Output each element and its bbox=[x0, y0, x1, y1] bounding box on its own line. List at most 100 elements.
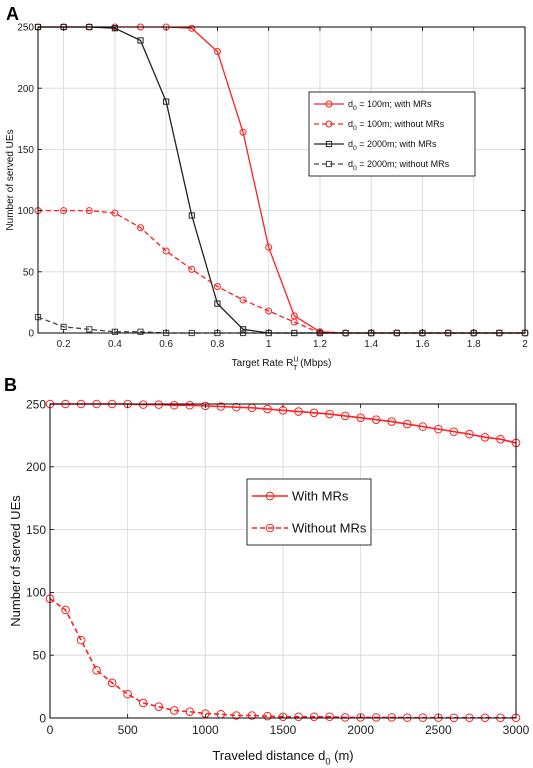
data-point-0 bbox=[371, 415, 381, 425]
y-tick-label: 0 bbox=[39, 711, 46, 725]
x-axis-label-main: Target Rate R bbox=[232, 358, 294, 369]
legend-label-name: Without MRs bbox=[292, 521, 367, 536]
data-point-1 bbox=[265, 307, 273, 315]
data-point-0 bbox=[201, 401, 210, 411]
x-tick-label: 2000 bbox=[347, 723, 374, 737]
y-tick-label: 100 bbox=[17, 206, 34, 217]
plot-area bbox=[38, 27, 525, 333]
x-axis-label-sub: 0 bbox=[325, 757, 330, 767]
x-tick-label: 1.2 bbox=[313, 339, 327, 350]
legend-label-rest: = 2000m; without MRs bbox=[357, 159, 450, 169]
data-point-1 bbox=[290, 318, 298, 326]
x-axis-label: Traveled distance d0 (m) bbox=[212, 748, 353, 767]
data-point-1 bbox=[111, 209, 119, 217]
legend: With MRs Without MRs bbox=[246, 478, 372, 546]
data-point-1 bbox=[162, 247, 170, 255]
legend-label-sub: 0 bbox=[353, 125, 357, 132]
data-point-0 bbox=[309, 408, 319, 418]
chart-panel-b: B0 500 1000 1500 2000 2500 3000050100150200250… bbox=[4, 375, 530, 767]
legend-label-rest: = 2000m; with MRs bbox=[357, 139, 437, 149]
x-tick-label: 1000 bbox=[192, 723, 219, 737]
data-point-1 bbox=[309, 712, 319, 722]
legend-marker-1 bbox=[265, 523, 275, 533]
x-tick-label: 1.6 bbox=[416, 339, 430, 350]
data-point-1 bbox=[239, 296, 247, 304]
legend-label-rest: = 100m; with MRs bbox=[357, 99, 432, 109]
y-tick-label: 250 bbox=[26, 397, 46, 411]
data-point-1 bbox=[85, 207, 93, 215]
x-tick-label: 2500 bbox=[425, 723, 452, 737]
legend-label-0: With MRs bbox=[292, 489, 349, 504]
data-point-0 bbox=[138, 400, 148, 409]
data-point-0 bbox=[340, 411, 350, 421]
data-point-0 bbox=[418, 422, 428, 431]
legend-label-name: d bbox=[348, 99, 353, 109]
axes-box bbox=[37, 26, 526, 334]
x-tick-label: 0 bbox=[47, 723, 54, 737]
data-point-1 bbox=[137, 224, 145, 232]
data-point-0 bbox=[154, 400, 164, 409]
panel-label: A bbox=[6, 4, 19, 24]
y-tick-label: 200 bbox=[26, 460, 46, 474]
data-point-2 bbox=[163, 98, 170, 105]
data-point-0 bbox=[294, 407, 303, 416]
x-tick-label: 1.8 bbox=[467, 339, 481, 350]
x-tick-label: 500 bbox=[118, 723, 138, 737]
legend-label-name: d bbox=[348, 159, 353, 169]
x-tick-label: 3000 bbox=[503, 723, 530, 737]
data-point-1 bbox=[325, 712, 334, 722]
data-point-0 bbox=[356, 413, 365, 423]
data-point-1 bbox=[61, 605, 70, 615]
data-point-1 bbox=[294, 712, 303, 722]
legend-label-name: With MRs bbox=[292, 489, 349, 504]
data-point-1 bbox=[169, 706, 179, 715]
data-point-0 bbox=[169, 400, 179, 410]
series-line-3 bbox=[37, 316, 525, 334]
ticks: 0 500 1000 1500 2000 2500 3000 0 50 100 150 200 250 bbox=[26, 397, 530, 737]
x-tick-label: 0.4 bbox=[108, 339, 122, 350]
x-axis-label: Target Rate RU T (Mbps) bbox=[232, 355, 332, 373]
data-point-0 bbox=[387, 417, 397, 426]
data-point-1 bbox=[371, 713, 381, 722]
data-point-1 bbox=[247, 711, 257, 720]
data-point-1 bbox=[278, 712, 288, 722]
data-point-0 bbox=[434, 424, 443, 434]
x-tick-label: 0.8 bbox=[210, 339, 224, 350]
data-point-0 bbox=[216, 402, 226, 411]
y-tick-label: 150 bbox=[17, 145, 34, 156]
legend-label-sub: 0 bbox=[353, 105, 357, 112]
data-point-0 bbox=[185, 400, 195, 410]
legend-label-3: d0 = 2000m; without MRs bbox=[348, 159, 450, 172]
data-point-1 bbox=[60, 207, 68, 215]
data-point-1 bbox=[356, 713, 365, 722]
y-tick-label: 50 bbox=[23, 267, 35, 278]
data-point-0 bbox=[188, 24, 196, 32]
legend-label-rest: = 100m; without MRs bbox=[357, 119, 445, 129]
data-point-0 bbox=[449, 427, 459, 436]
data-point-0 bbox=[213, 47, 221, 55]
legend-label-sub: 0 bbox=[353, 145, 357, 152]
legend-label-1: Without MRs bbox=[292, 521, 367, 536]
legend-box bbox=[246, 478, 372, 546]
data-point-3 bbox=[137, 328, 144, 335]
x-tick-label: 0.6 bbox=[159, 339, 173, 350]
data-point-0 bbox=[265, 243, 273, 251]
x-tick-label: 2 bbox=[522, 339, 528, 350]
legend-label-1: d0 = 100m; without MRs bbox=[348, 119, 445, 132]
x-axis-label-sub: T bbox=[293, 363, 298, 372]
data-point-0 bbox=[402, 419, 412, 429]
legend-marker-1 bbox=[325, 120, 333, 128]
y-tick-label: 200 bbox=[17, 84, 34, 95]
data-point-2 bbox=[239, 326, 247, 333]
ticks: 0.2 0.4 0.6 0.8 1 1.2 1.4 1.6 1.8 2 0 50 100 150 200 25… bbox=[17, 23, 528, 350]
legend-label-0: d0 = 100m; with MRs bbox=[348, 99, 432, 112]
data-point-0 bbox=[263, 404, 272, 414]
data-point-0 bbox=[496, 434, 505, 444]
data-point-1 bbox=[340, 713, 350, 722]
data-point-2 bbox=[137, 37, 144, 44]
y-tick-label: 100 bbox=[26, 586, 46, 600]
legend-marker-3 bbox=[325, 160, 333, 168]
x-axis-label-main: Traveled distance d bbox=[212, 748, 325, 763]
legend-marker-0 bbox=[325, 100, 333, 108]
